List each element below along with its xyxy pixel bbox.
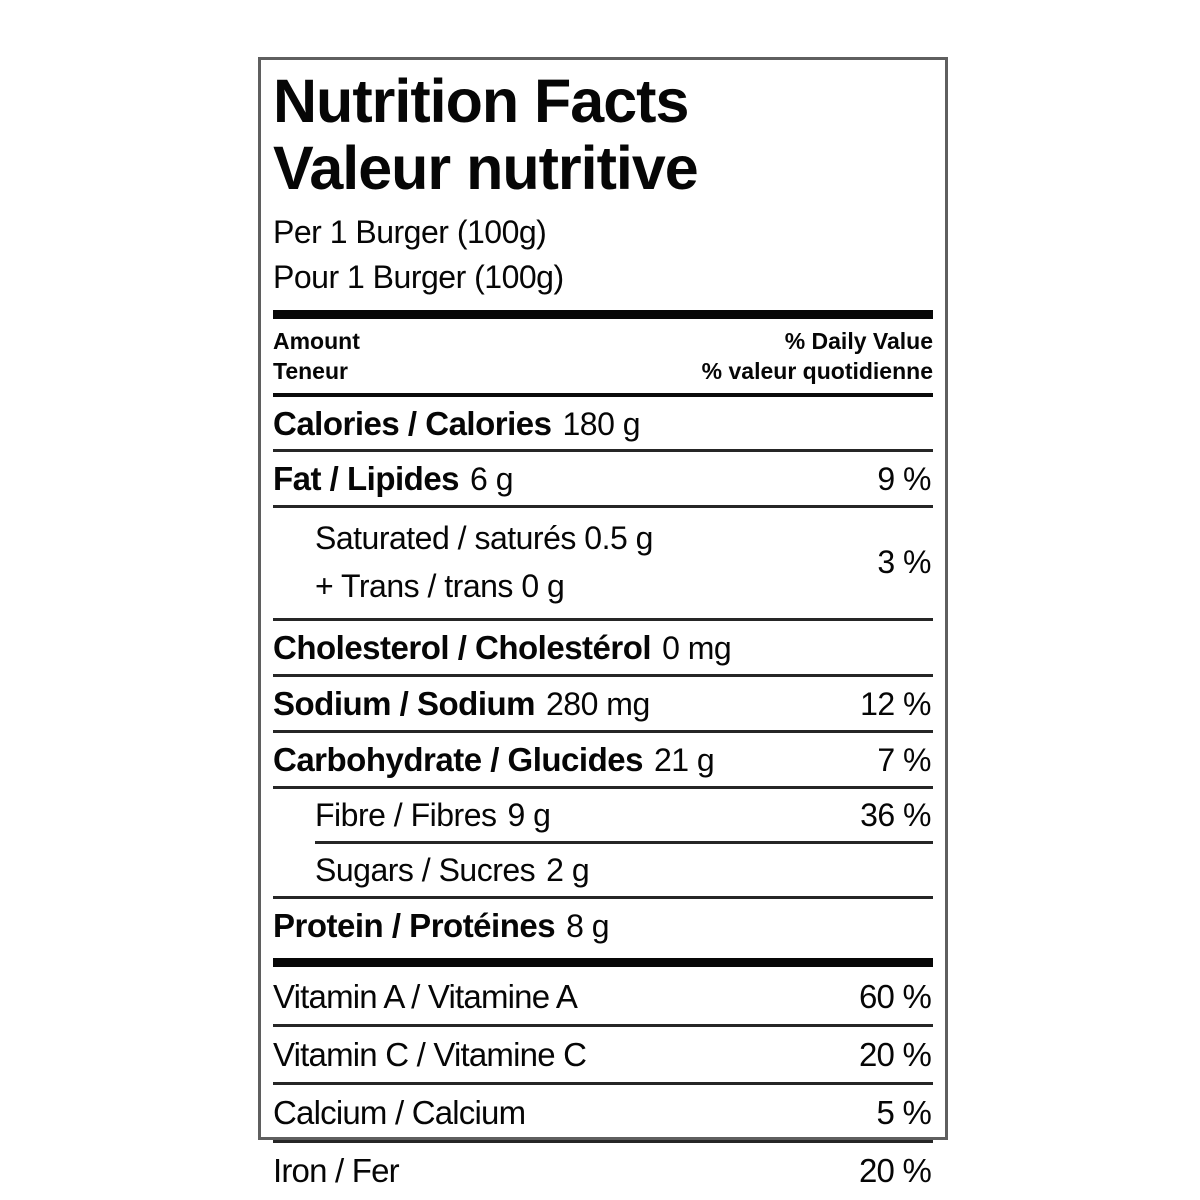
nutrient-row-fibre: Fibre / Fibres 9 g 36 % <box>273 789 933 841</box>
thick-divider-bottom <box>273 957 933 967</box>
nutrient-amount: 0 g <box>521 568 565 605</box>
nutrient-row-cholesterol: Cholesterol / Cholestérol 0 mg <box>273 621 933 674</box>
nutrient-amount: 2 g <box>546 851 590 888</box>
micronutrient-percent: 5 % <box>876 1093 932 1131</box>
nutrition-facts-label: Nutrition Facts Valeur nutritive Per 1 B… <box>258 57 948 1189</box>
nutrient-name: Fat / Lipides <box>273 460 460 498</box>
serving-size-french: Pour 1 Burger (100g) <box>273 258 564 295</box>
daily-value-header: % Daily Value % valeur quotidienne <box>702 326 933 387</box>
row-divider <box>273 1081 933 1085</box>
nutrient-row-sodium: Sodium / Sodium 280 mg 12 % <box>273 677 933 730</box>
title-english: Nutrition Facts <box>273 67 689 135</box>
micronutrient-percent: 60 % <box>858 977 932 1015</box>
row-divider <box>273 618 933 622</box>
nutrient-row-carbohydrate: Carbohydrate / Glucides 21 g 7 % <box>273 733 933 786</box>
daily-value-header-english: % Daily Value <box>784 327 933 354</box>
nutrient-percent: 3 % <box>877 543 931 580</box>
nutrient-amount: 280 mg <box>546 686 650 723</box>
amount-header: Amount Teneur <box>273 326 360 387</box>
row-divider <box>273 786 933 790</box>
nutrient-amount: 9 g <box>507 797 551 834</box>
nutrient-row-saturated-trans: Saturated / saturés 0.5 g + Trans / tran… <box>273 508 933 618</box>
nutrient-name: Fibre / Fibres <box>315 797 497 834</box>
micronutrient-row-vitamin-a: Vitamin A / Vitamine A 60 % <box>273 969 933 1024</box>
row-divider-indented <box>315 840 933 844</box>
micronutrient-row-iron: Iron / Fer 20 % <box>273 1143 933 1198</box>
row-divider <box>273 505 933 509</box>
nutrient-name: Saturated / saturés <box>315 520 576 557</box>
trans-line: + Trans / trans 0 g <box>315 562 653 610</box>
row-divider <box>273 895 933 899</box>
nutrient-amount: 6 g <box>470 461 514 498</box>
column-header: Amount Teneur % Daily Value % valeur quo… <box>273 323 933 397</box>
nutrient-amount: 21 g <box>653 742 715 779</box>
row-divider <box>273 1139 933 1143</box>
nutrient-row-protein: Protein / Protéines 8 g <box>273 899 933 952</box>
nutrient-name: Carbohydrate / Glucides <box>273 741 643 779</box>
row-divider <box>273 730 933 734</box>
micronutrient-row-calcium: Calcium / Calcium 5 % <box>273 1085 933 1140</box>
micronutrient-name: Iron / Fer <box>273 1151 400 1189</box>
nutrient-name: Sugars / Sucres <box>315 851 536 888</box>
nutrient-amount: 180 g <box>562 405 641 442</box>
nutrient-name: Cholesterol / Cholestérol <box>273 629 652 667</box>
micronutrient-percent: 20 % <box>858 1035 932 1073</box>
micronutrient-percent: 20 % <box>858 1151 932 1189</box>
row-divider <box>273 1023 933 1027</box>
nutrient-row-fat: Fat / Lipides 6 g 9 % <box>273 452 933 505</box>
saturated-trans-lines: Saturated / saturés 0.5 g + Trans / tran… <box>273 514 653 610</box>
micronutrient-name: Vitamin A / Vitamine A <box>273 977 578 1015</box>
nutrient-name: + Trans / trans <box>315 568 513 605</box>
row-divider <box>273 449 933 453</box>
serving-size-english: Per 1 Burger (100g) <box>273 214 547 251</box>
nutrient-amount: 0.5 g <box>584 520 653 557</box>
nutrient-percent: 12 % <box>860 686 931 723</box>
nutrient-name: Sodium / Sodium <box>273 685 536 723</box>
nutrient-row-calories: Calories / Calories 180 g <box>273 397 933 450</box>
nutrient-amount: 8 g <box>566 907 610 944</box>
micronutrient-row-vitamin-c: Vitamin C / Vitamine C 20 % <box>273 1027 933 1082</box>
nutrient-row-sugars: Sugars / Sucres 2 g <box>273 844 933 896</box>
nutrient-amount: 0 mg <box>662 630 732 667</box>
saturated-line: Saturated / saturés 0.5 g <box>315 514 653 562</box>
title-french: Valeur nutritive <box>273 134 699 203</box>
micronutrient-name: Vitamin C / Vitamine C <box>273 1035 587 1073</box>
nutrient-name: Protein / Protéines <box>273 906 556 944</box>
nutrient-name: Calories / Calories <box>273 404 552 442</box>
micronutrient-name: Calcium / Calcium <box>273 1093 526 1131</box>
amount-header-english: Amount <box>273 327 360 354</box>
row-divider <box>273 674 933 678</box>
nutrient-percent: 7 % <box>877 742 931 779</box>
nutrient-percent: 36 % <box>860 797 931 834</box>
daily-value-header-french: % valeur quotidienne <box>701 358 933 385</box>
nutrient-percent: 9 % <box>877 461 931 498</box>
thick-divider-top <box>273 309 933 319</box>
amount-header-french: Teneur <box>273 358 348 385</box>
